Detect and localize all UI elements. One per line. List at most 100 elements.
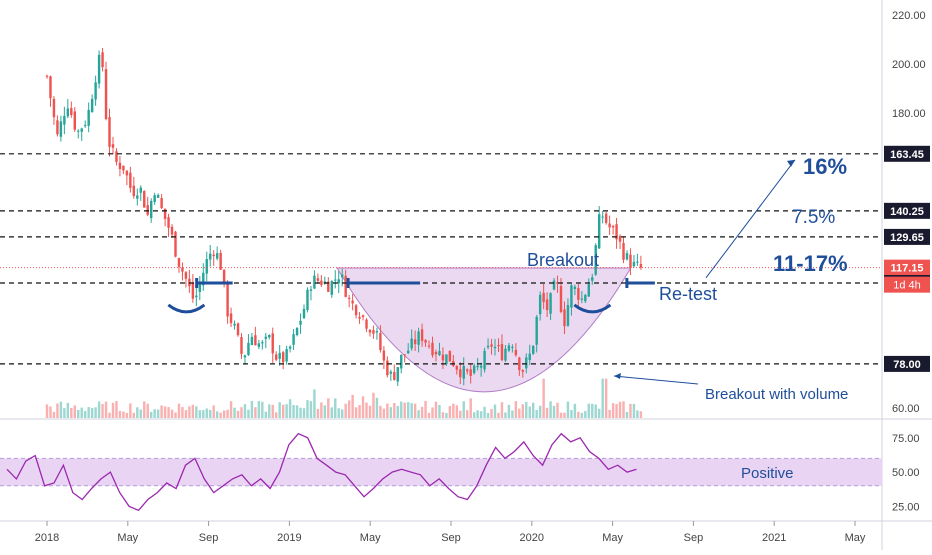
candle-body [587,284,591,297]
volume-bar [233,407,236,418]
candle-body [184,272,188,279]
volume-bar [382,408,386,418]
volume-bar [372,392,375,418]
time-tick-label: 2020 [520,532,544,544]
price-tick-label: 200.00 [892,59,926,71]
volume-bar [295,405,299,418]
volume-bar [285,404,288,418]
candle-body [77,130,80,132]
candle-body [625,253,629,260]
candle-body [97,54,101,84]
candle-body [528,353,531,360]
candle-body [327,281,330,292]
volume-bar [441,412,445,418]
cup-fill [336,267,632,393]
volume-bar [191,404,195,418]
volume-bar [347,400,351,418]
candle-body [601,216,604,218]
volume-bar [288,399,292,418]
volume-bar [153,409,156,418]
volume-bar [500,402,504,418]
candle-body [413,339,417,345]
volume-bar [445,413,448,418]
volume-bar [215,411,219,418]
volume-bar [601,378,604,418]
annotation-breakout: Breakout [527,250,599,270]
volume-bar [448,405,452,418]
volume-bar [396,406,399,418]
rsi-panel [0,432,882,512]
candle-body [566,305,570,326]
volume-bar [504,412,507,418]
volume-bar [83,410,87,418]
candle-body [94,82,97,100]
candle-body [507,345,511,351]
time-tick-label: 2021 [762,532,786,544]
volume-bar [632,403,636,418]
candle-body [580,298,584,300]
candle-body [372,330,375,334]
volume-bar [410,403,413,418]
volume-bar [229,401,233,418]
volume-bar [136,407,139,418]
volume-bar [167,407,170,418]
candle-body [139,187,142,193]
candle-body [73,111,76,130]
volume-bar [469,398,472,418]
volume-bar [261,401,264,418]
volume-bar [393,403,396,418]
volume-bar [195,406,198,418]
volume-bar [518,408,521,418]
candle-body [66,108,70,117]
volume-bars [45,378,643,418]
candle-body [615,224,618,240]
candle-body [406,350,410,354]
candle-body [254,335,257,346]
volume-bar [271,404,274,418]
volume-bar [525,401,528,418]
candle-body [584,294,587,302]
volume-bar [212,405,215,418]
annotation-11-17pct: 11-17% [773,251,848,276]
candle-body [400,354,403,369]
volume-bar [70,407,73,418]
level-label-bg [884,228,930,245]
volume-bar [413,403,417,418]
candle-body [611,225,615,228]
volume-bar [566,401,570,418]
volume-bar [80,407,83,418]
candle-body [618,236,622,242]
candle-body [90,98,94,112]
volume-bar [198,410,202,418]
candle-body [386,360,389,376]
candle-body [552,280,556,290]
candle-body [278,352,281,359]
volume-bar [629,403,632,418]
candle-body [80,128,83,132]
candle-body [597,214,601,249]
volume-bar [275,412,278,418]
candle-body [410,338,413,349]
candle-body [295,327,299,336]
volume-bar [170,409,174,418]
candle-body [573,286,577,290]
candle-body [368,329,372,333]
volume-bar [528,406,531,418]
volume-bar [622,401,625,418]
candle-body [479,365,483,368]
volume-bar [129,403,132,418]
volume-bar [597,408,601,418]
candle-body [393,371,396,380]
candle-body [49,76,52,99]
volume-bar [452,403,455,418]
candle-body [111,144,115,148]
support-resistance-levels [0,153,882,365]
volume-bar [400,401,403,418]
volume-bar [278,402,281,418]
volume-bar [306,400,309,418]
countdown-label: 1d 4h [893,280,921,292]
candle-body [104,69,108,120]
candle-body [52,98,56,118]
annotation-breakout-volume: Breakout with volume [705,386,848,403]
candle-body [257,343,261,347]
